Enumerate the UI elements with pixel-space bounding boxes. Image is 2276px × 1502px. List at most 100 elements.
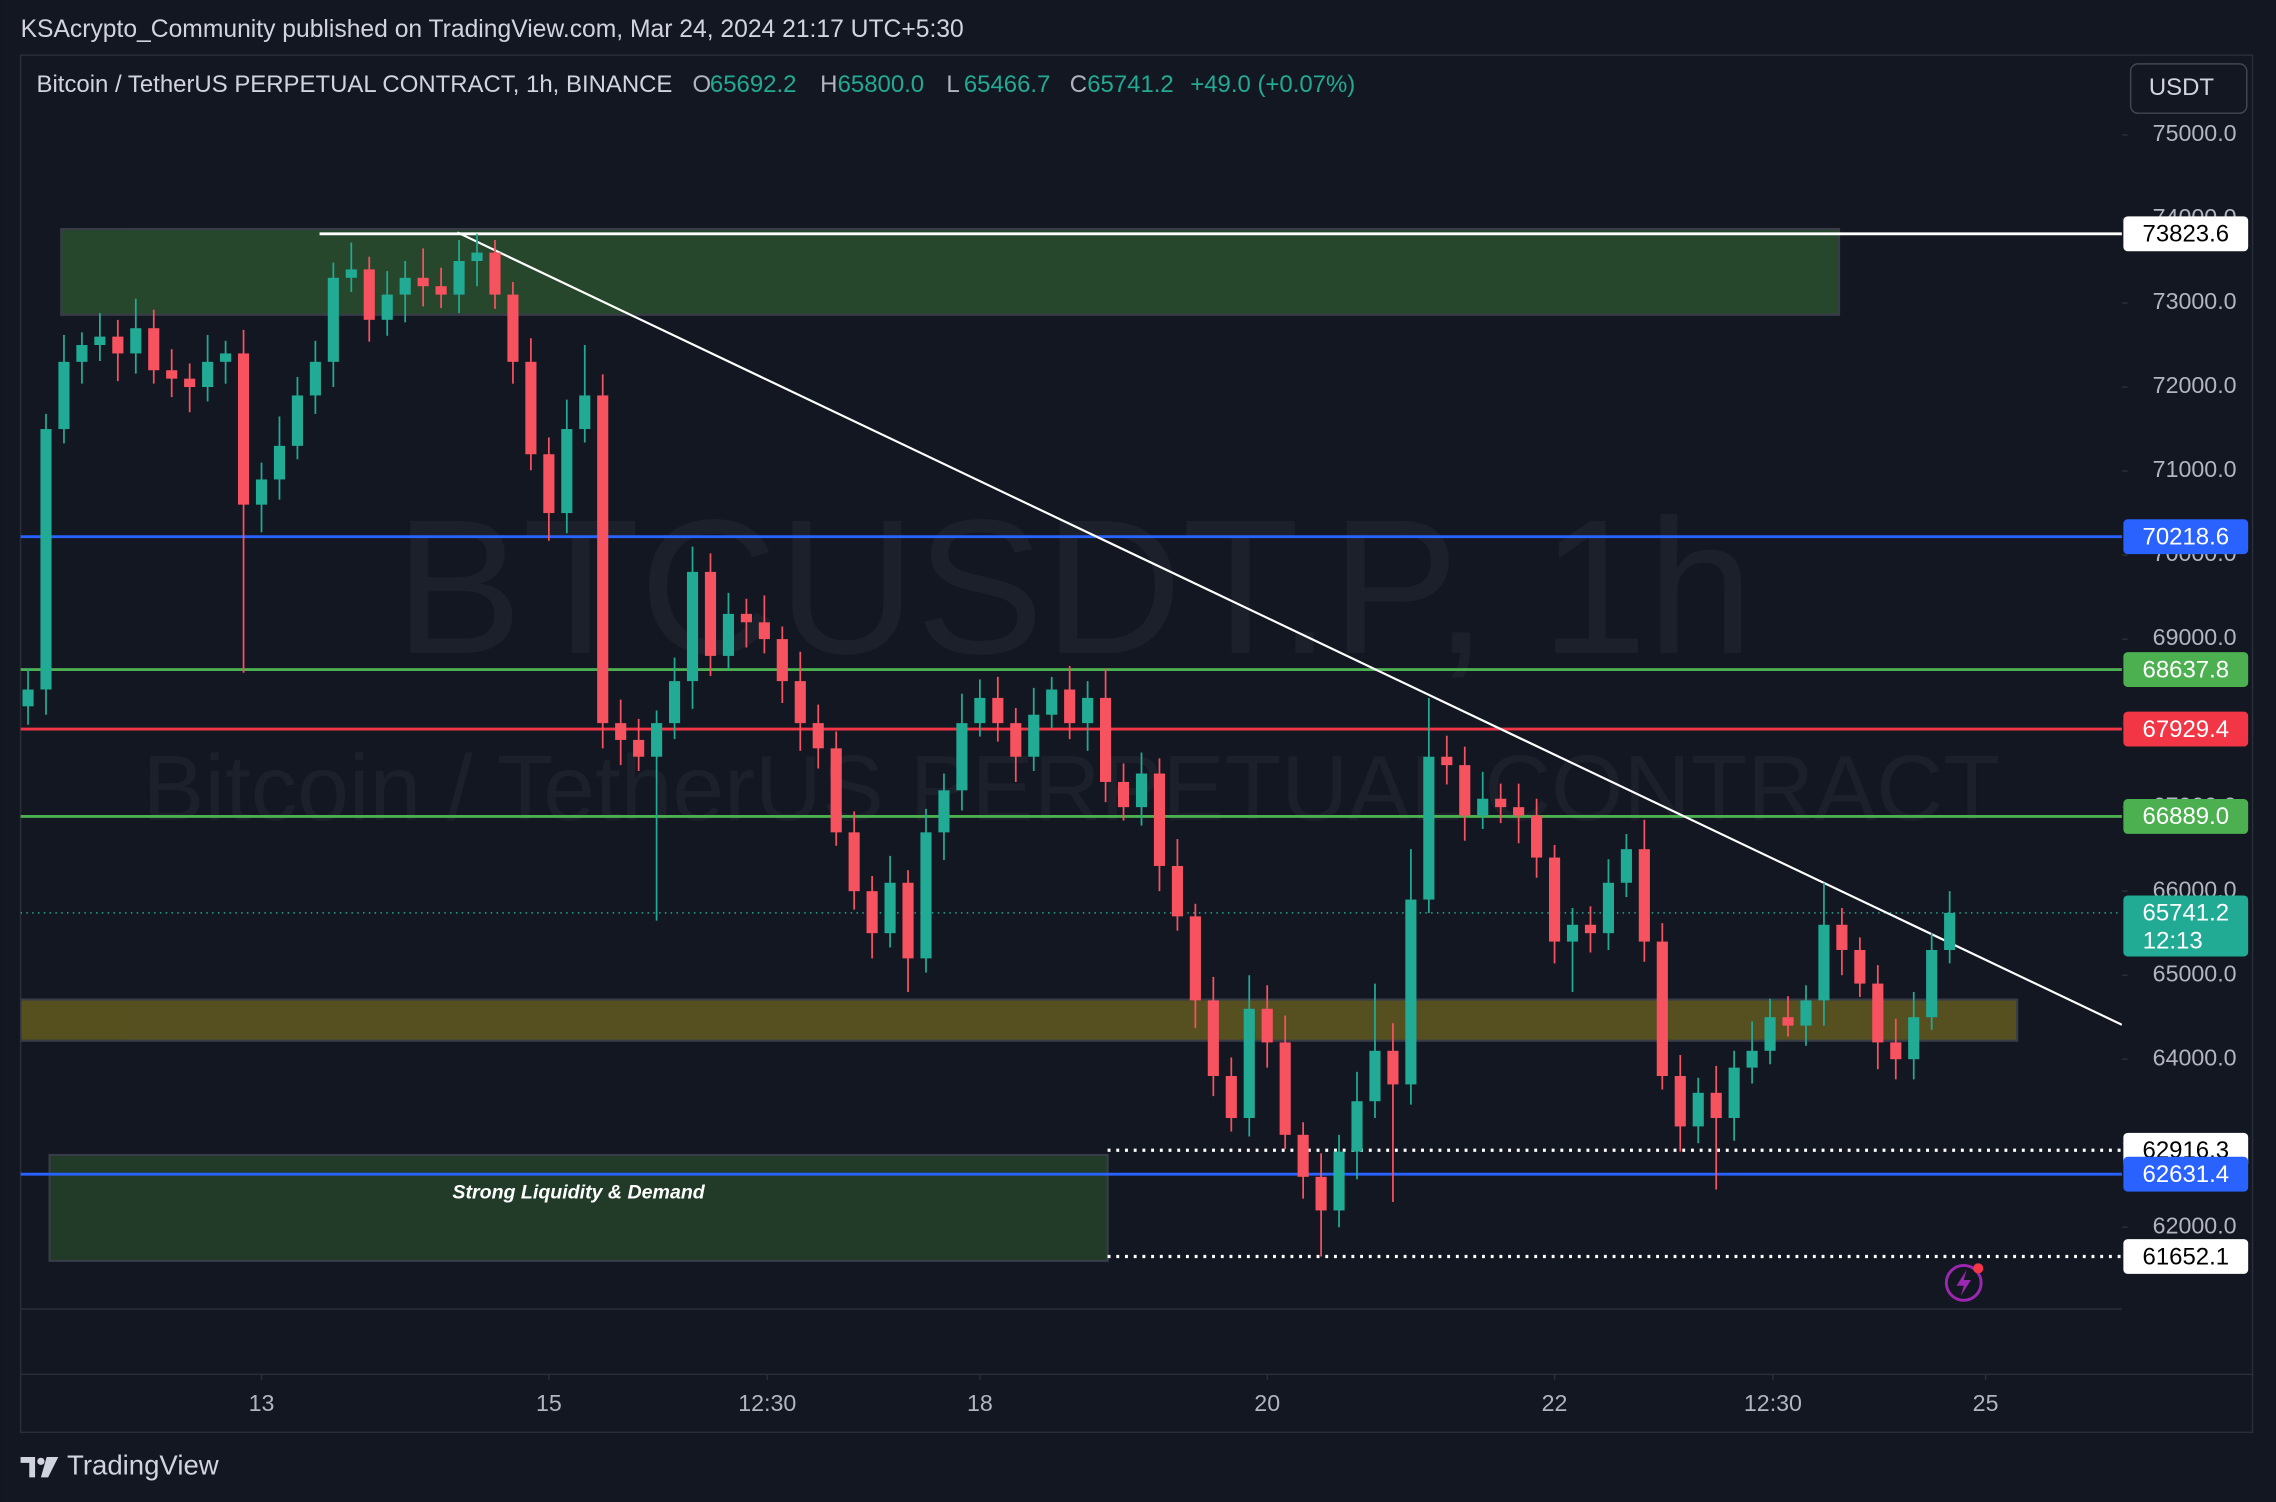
candle-body	[202, 361, 214, 388]
candle-body	[417, 277, 429, 287]
candle-body	[220, 353, 232, 362]
last-price-label: 65741.2	[2143, 900, 2230, 927]
brand-name: TradingView	[67, 1449, 219, 1480]
legend-label: O	[692, 71, 711, 98]
candle-body	[381, 294, 393, 320]
candle-body	[1225, 1076, 1237, 1119]
candle-body	[1728, 1067, 1740, 1119]
price-badge	[2123, 1239, 2249, 1274]
candle-body	[148, 328, 160, 371]
legend-change: +49.0 (+0.07%)	[1190, 71, 1355, 98]
candle-body	[1854, 949, 1866, 984]
watermark-symbol: BTCUSDT.P, 1h	[395, 480, 1754, 694]
countdown-label: 12:13	[2143, 927, 2203, 954]
candle-body	[112, 336, 124, 354]
candle-body	[992, 697, 1004, 724]
price-badge-label: 66889.0	[2143, 803, 2230, 830]
candle-body	[1297, 1134, 1309, 1177]
candle-body	[848, 832, 860, 892]
candle-body	[1584, 924, 1597, 934]
x-tick-label: 12:30	[738, 1390, 796, 1416]
candle-body	[668, 681, 681, 724]
alert-icon[interactable]	[1944, 1263, 1984, 1302]
candle-body	[1010, 723, 1022, 757]
candle-body	[938, 790, 950, 833]
watermark-description: Bitcoin / TetherUS PERPETUAL CONTRACT	[142, 736, 2000, 840]
candle-body	[1638, 849, 1650, 942]
candle-body	[704, 571, 717, 656]
candle-body	[453, 261, 465, 295]
zone	[60, 227, 1841, 316]
candle-body	[1495, 798, 1507, 808]
y-tick-label: 62000.0	[2153, 1212, 2237, 1238]
candle-body	[237, 353, 250, 505]
candle-body	[1189, 916, 1201, 1001]
candle-body	[1548, 857, 1561, 942]
candle-body	[1315, 1176, 1327, 1211]
legend-label: L	[946, 71, 959, 98]
alert-circle[interactable]	[1944, 1264, 1983, 1302]
candle-body	[1513, 807, 1525, 816]
candle-body	[686, 571, 699, 682]
candle-body	[1423, 756, 1435, 900]
candle-body	[1387, 1050, 1399, 1085]
y-tick-label: 65000.0	[2153, 960, 2237, 986]
candle-body	[1531, 815, 1543, 858]
price-badge	[2123, 216, 2249, 252]
candle-body	[1944, 912, 1956, 950]
candle-body	[956, 723, 968, 791]
candle-body	[58, 361, 70, 430]
candle-body	[1477, 798, 1489, 816]
candle-body	[345, 269, 357, 278]
candle-body	[507, 294, 519, 362]
candle-body	[830, 748, 842, 833]
candle-body	[1656, 941, 1668, 1077]
candle-body	[489, 252, 501, 295]
candle-body	[22, 689, 34, 707]
legend-value: 65466.7	[964, 71, 1051, 98]
candle-body	[1117, 781, 1130, 808]
candle-body	[1064, 689, 1076, 724]
candle-body	[327, 277, 339, 362]
price-badge-label: 61652.1	[2143, 1243, 2230, 1270]
candle-body	[1028, 714, 1040, 757]
candle-body	[1566, 924, 1579, 942]
candle-body	[884, 882, 896, 934]
candle-body	[1674, 1076, 1686, 1127]
candle-body	[1441, 756, 1453, 766]
x-tick-label: 22	[1542, 1390, 1568, 1416]
candle-body	[363, 269, 375, 320]
y-tick-label: 73000.0	[2153, 288, 2237, 314]
candle-body	[1171, 865, 1183, 917]
price-badge	[2123, 711, 2249, 747]
logo-part	[37, 1457, 45, 1465]
currency-label[interactable]: USDT	[2149, 74, 2215, 101]
candle-body	[1333, 1151, 1345, 1211]
candle-body	[1818, 924, 1830, 1001]
candle-body	[525, 361, 537, 455]
price-badge-label: 73823.6	[2143, 221, 2230, 248]
currency-button[interactable]	[2129, 63, 2248, 114]
x-tick-label: 18	[967, 1390, 993, 1416]
candle-body	[399, 277, 411, 295]
candle-body	[1405, 899, 1417, 1085]
candle-body	[273, 445, 286, 480]
candle-body	[794, 681, 806, 724]
candle-body	[40, 429, 52, 690]
candle-body	[309, 361, 321, 396]
alert-bolt[interactable]	[1956, 1269, 1971, 1296]
candle-body	[1046, 689, 1058, 715]
candle-body	[776, 639, 788, 682]
legend-value: 65741.2	[1087, 71, 1174, 98]
price-badge-label: 62631.4	[2143, 1161, 2230, 1188]
zone-label: Strong Liquidity & Demand	[452, 1182, 705, 1204]
candle-body	[543, 454, 555, 514]
candle-body	[435, 286, 447, 295]
candle-body	[633, 739, 645, 757]
candle-body	[1746, 1050, 1758, 1068]
candle-body	[740, 613, 752, 623]
price-badge	[2123, 1156, 2249, 1192]
candle-body	[1369, 1050, 1381, 1102]
candle-body	[902, 882, 914, 959]
